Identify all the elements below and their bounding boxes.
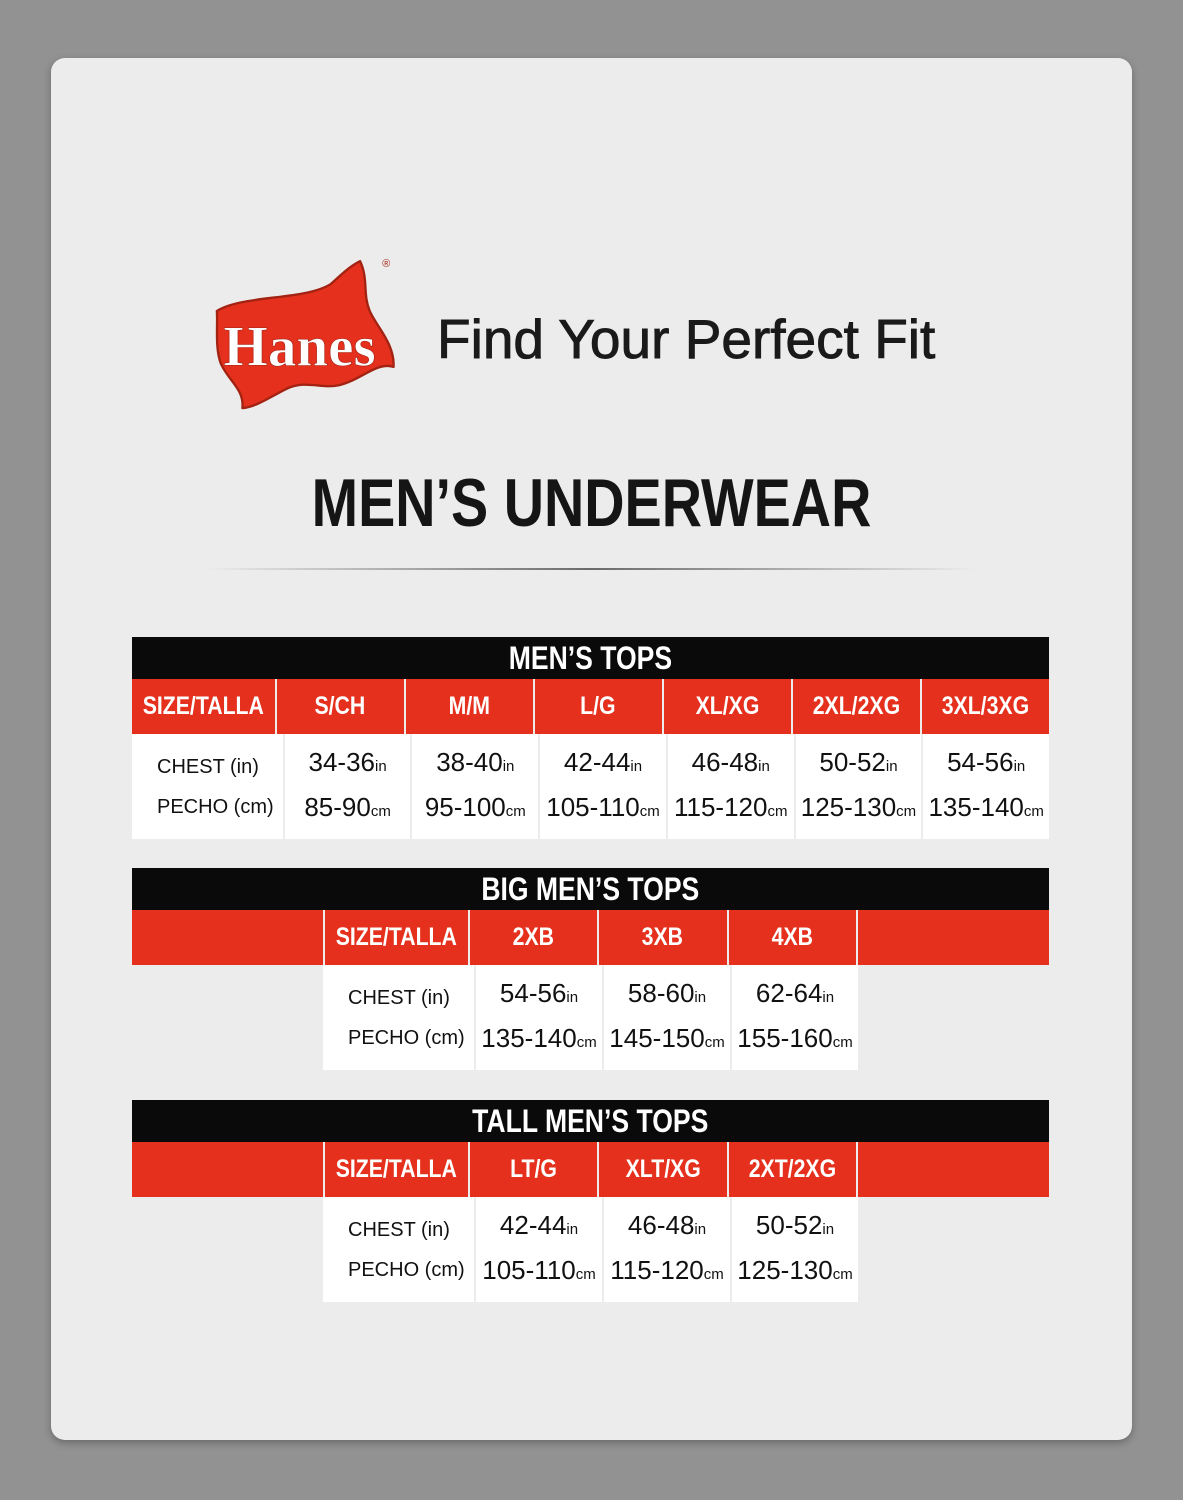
svg-text:Hanes: Hanes bbox=[223, 316, 375, 379]
svg-text:®: ® bbox=[382, 258, 390, 270]
